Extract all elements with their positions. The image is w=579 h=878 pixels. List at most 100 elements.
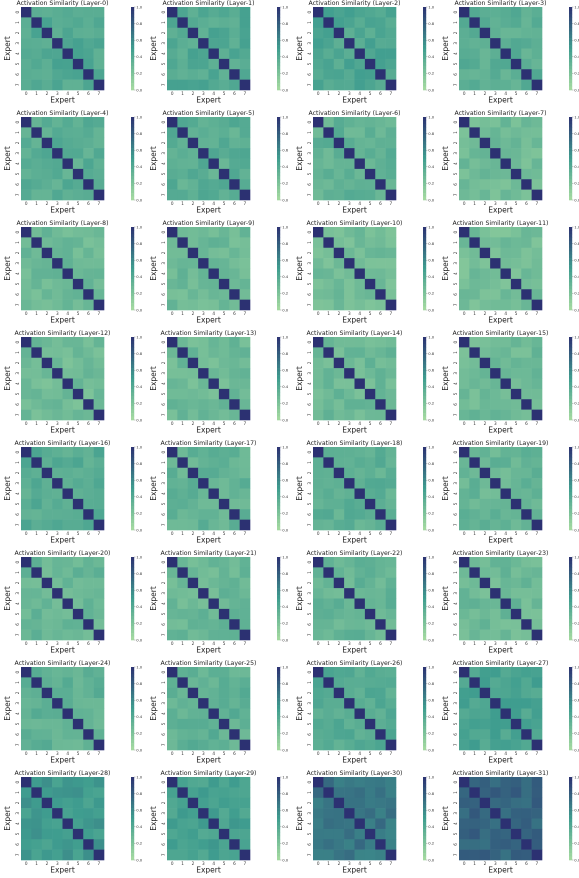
heatmap-cell (510, 227, 522, 238)
x-axis-label: Expert (488, 316, 513, 325)
heatmap-cell (354, 69, 366, 80)
heatmap-cell (344, 478, 355, 489)
colorbar-segment (131, 680, 135, 685)
heatmap-cell (21, 117, 32, 128)
heatmap-cell (177, 619, 189, 630)
heatmap-cell (72, 347, 84, 359)
heatmap-cell (83, 708, 94, 720)
y-tick-label: 3 (453, 372, 458, 375)
colorbar-segment (423, 777, 427, 781)
heatmap-cell (313, 299, 324, 311)
colorbar-segment (423, 151, 427, 156)
heatmap-cell (510, 289, 522, 300)
y-tick-label: 0 (161, 671, 166, 674)
colorbar-segment (569, 247, 573, 252)
heatmap-cell (41, 399, 53, 410)
colorbar-segment (277, 601, 281, 606)
heatmap-cell (177, 498, 189, 510)
heatmap-cell (323, 137, 335, 149)
heatmap-cell (323, 557, 335, 568)
colorbar-segment (423, 55, 427, 60)
colorbar-segment (131, 563, 135, 568)
heatmap-cell (218, 839, 230, 850)
colorbar-segment (569, 196, 573, 201)
heatmap-cell (364, 808, 376, 819)
heatmap-cell (469, 117, 481, 128)
heatmap-cell (490, 148, 501, 159)
x-tick-label: 4 (504, 641, 507, 646)
y-tick-label: 2 (161, 361, 166, 364)
x-tick-label: 3 (348, 91, 351, 96)
colorbar-tick-label: 0.2 (428, 511, 435, 516)
y-axis-label: Expert (441, 256, 450, 281)
heatmap-cell (187, 189, 199, 201)
heatmap-cell (177, 447, 189, 458)
heatmap-cell (83, 818, 94, 830)
y-tick-label: 1 (307, 681, 312, 684)
x-tick-label: 3 (494, 421, 497, 426)
y-tick-label: 4 (161, 712, 166, 715)
heatmap-cell (531, 337, 543, 348)
heatmap-panel: Activation Similarity (Layer-22) 0 1 2 3 4 5 6 7… (292, 550, 435, 658)
heatmap-cell (510, 818, 522, 830)
heatmap-cell (62, 478, 74, 489)
x-tick-label: 6 (379, 861, 382, 866)
colorbar-segment (131, 265, 135, 269)
x-tick-label: 7 (243, 861, 246, 866)
heatmap-cell (490, 509, 501, 520)
x-axis-label: Expert (488, 536, 513, 545)
colorbar-segment (131, 72, 135, 77)
heatmap-cell (83, 698, 94, 709)
heatmap-cell (344, 127, 355, 139)
heatmap-cell (333, 667, 345, 678)
colorbar-segment (569, 739, 573, 744)
heatmap-cell (385, 7, 397, 18)
heatmap-cell (385, 478, 397, 489)
colorbar-tick-label: 0.2 (136, 621, 143, 626)
y-tick-label: 4 (453, 492, 458, 495)
heatmap-cell (333, 299, 345, 311)
heatmap-cell (364, 478, 376, 489)
colorbar-segment (277, 453, 281, 458)
colorbar-segment (131, 846, 135, 850)
x-tick-label: 2 (484, 201, 487, 206)
heatmap-cell (333, 849, 345, 861)
colorbar-segment (423, 849, 427, 854)
colorbar-segment (569, 254, 573, 259)
y-tick-label: 4 (453, 382, 458, 385)
colorbar-segment (423, 460, 427, 465)
colorbar-segment (423, 701, 427, 706)
heatmap-cell (313, 619, 324, 630)
x-tick-label: 1 (181, 421, 184, 426)
colorbar-segment (277, 134, 281, 139)
y-tick-label: 7 (307, 633, 312, 636)
x-tick-label: 0 (171, 531, 174, 536)
colorbar-segment (131, 828, 135, 833)
heatmap-svg: Activation Similarity (Layer-0)0 1 2 3 4 5 6 70… (3, 0, 143, 104)
x-axis-label: Expert (488, 756, 513, 765)
heatmap-cell (41, 289, 53, 300)
heatmap-cell (531, 48, 543, 60)
heatmap-cell (72, 409, 84, 421)
heatmap-cell (510, 58, 522, 70)
colorbar-segment (569, 584, 573, 589)
colorbar-tick-label: 0.4 (282, 274, 289, 279)
x-tick-label: 3 (56, 641, 59, 646)
heatmap-cell (500, 48, 512, 60)
heatmap-cell (531, 127, 543, 139)
y-tick-label: 5 (15, 62, 20, 65)
colorbar-segment (277, 450, 281, 455)
heatmap-cell (521, 289, 532, 300)
heatmap-cell (229, 69, 240, 80)
heatmap-cell (167, 488, 178, 500)
heatmap-cell (364, 368, 376, 379)
colorbar-segment (277, 268, 281, 273)
heatmap-cell (510, 357, 522, 369)
colorbar-segment (277, 303, 281, 307)
y-tick-label: 2 (161, 691, 166, 694)
heatmap-cell (479, 478, 491, 489)
heatmap-cell (333, 148, 345, 159)
heatmap-cell (323, 179, 335, 190)
y-tick-label: 7 (307, 523, 312, 526)
heatmap-cell (490, 38, 501, 49)
